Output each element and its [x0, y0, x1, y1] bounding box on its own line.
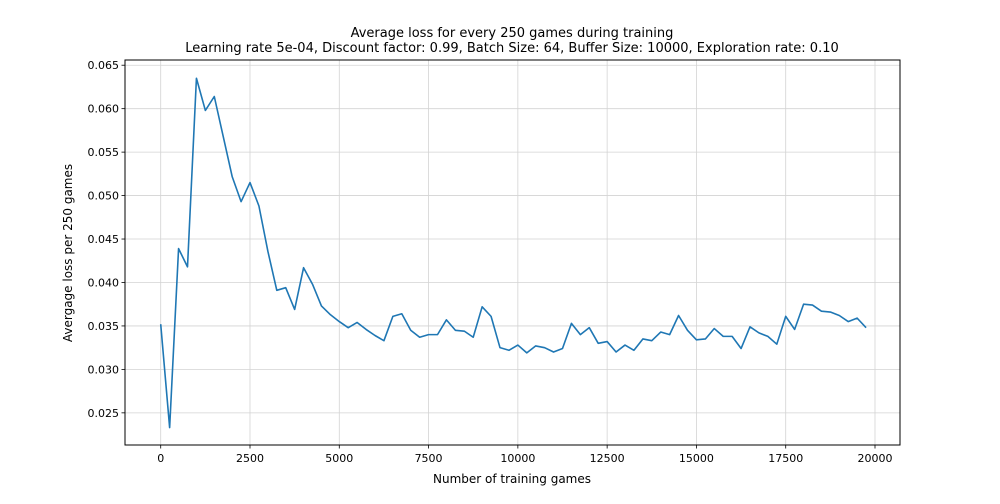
y-tick-label: 0.035: [88, 320, 120, 333]
x-axis-label: Number of training games: [433, 472, 591, 486]
y-tick-label: 0.055: [88, 146, 120, 159]
x-axis-ticks: 0 2500 5000 7500 10000 12500 15000 17500 20000: [157, 445, 893, 465]
y-tick-label: 0.060: [88, 103, 120, 116]
series-layer: [159, 77, 867, 429]
x-tick-label: 17500: [768, 452, 803, 465]
loss-series-line: [159, 77, 867, 429]
chart-subtitle: Learning rate 5e-04, Discount factor: 0.…: [185, 41, 839, 56]
y-tick-label: 0.050: [88, 190, 120, 203]
y-tick-label: 0.025: [88, 407, 120, 420]
x-tick-label: 7500: [415, 452, 443, 465]
x-tick-label: 2500: [236, 452, 264, 465]
y-axis-label: Avergage loss per 250 games: [61, 164, 75, 342]
y-tick-label: 0.030: [88, 363, 120, 376]
y-tick-label: 0.065: [88, 59, 120, 72]
chart-title: Average loss for every 250 games during …: [351, 26, 674, 41]
x-tick-label: 20000: [858, 452, 893, 465]
x-tick-label: 5000: [325, 452, 353, 465]
y-tick-label: 0.040: [88, 276, 120, 289]
grid: [125, 60, 900, 445]
x-tick-label: 0: [157, 452, 164, 465]
x-tick-label: 10000: [500, 452, 535, 465]
y-tick-label: 0.045: [88, 233, 120, 246]
plot-area-frame: [124, 59, 901, 446]
x-tick-label: 12500: [590, 452, 625, 465]
y-axis-ticks: 0.025 0.030 0.035 0.040 0.045 0.050 0.055 0.060…: [88, 59, 125, 420]
x-tick-label: 15000: [679, 452, 714, 465]
